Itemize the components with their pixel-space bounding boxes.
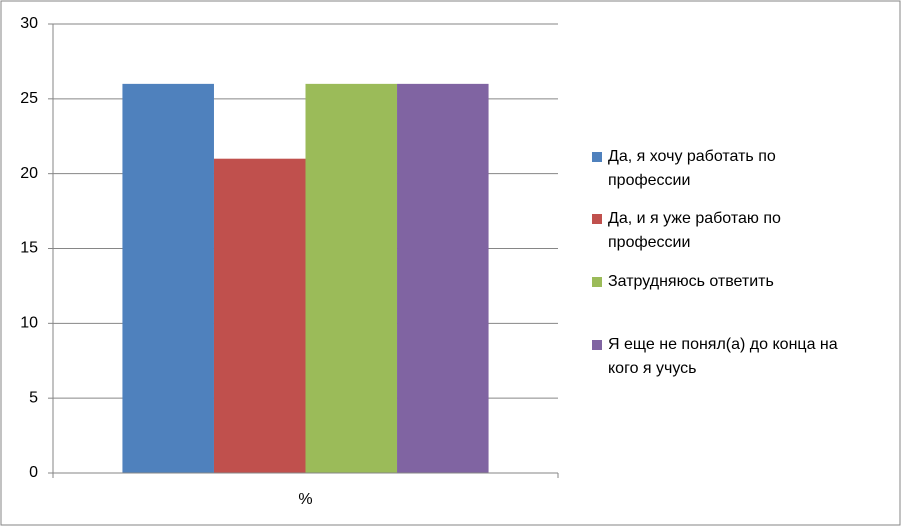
legend-label: Да, я хочу работать по профессии — [608, 148, 776, 189]
y-tick-label: 10 — [20, 315, 38, 332]
legend-swatch — [592, 152, 602, 162]
x-tick-label: % — [298, 491, 312, 508]
legend-swatch — [592, 214, 602, 224]
bar — [213, 158, 306, 473]
legend-entry: Затрудняюсь ответить — [592, 270, 892, 294]
y-tick-label: 0 — [29, 464, 38, 481]
y-tick-label: 5 — [29, 389, 38, 406]
bar — [122, 83, 214, 473]
legend-swatch — [592, 277, 602, 287]
legend-entry: Я еще не понял(а) до конца на кого я учу… — [592, 333, 892, 381]
legend-label: Затрудняюсь ответить — [608, 273, 774, 290]
legend-swatch — [592, 340, 602, 350]
y-tick-label: 20 — [20, 165, 38, 182]
legend-entry: Да, и я уже работаю по профессии — [592, 207, 892, 255]
y-tick-label: 15 — [20, 240, 38, 257]
legend-label: Да, и я уже работаю по профессии — [608, 210, 781, 251]
bar — [397, 83, 489, 473]
y-tick-label: 25 — [20, 90, 38, 107]
legend-label: Я еще не понял(а) до конца на кого я учу… — [608, 336, 838, 377]
bar — [305, 83, 398, 473]
y-tick-label: 30 — [20, 15, 38, 32]
legend-entry: Да, я хочу работать по профессии — [592, 145, 892, 193]
